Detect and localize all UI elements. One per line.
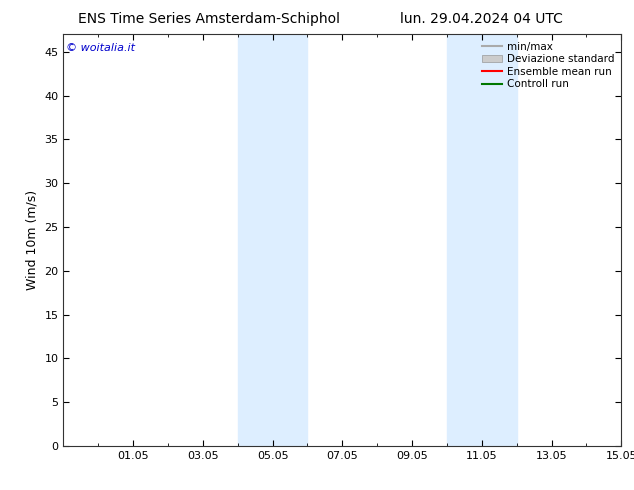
Legend: min/max, Deviazione standard, Ensemble mean run, Controll run: min/max, Deviazione standard, Ensemble m…	[479, 40, 616, 92]
Text: lun. 29.04.2024 04 UTC: lun. 29.04.2024 04 UTC	[401, 12, 563, 26]
Bar	[238, 34, 307, 446]
Y-axis label: Wind 10m (m/s): Wind 10m (m/s)	[26, 190, 39, 290]
Text: © woitalia.it: © woitalia.it	[66, 43, 135, 52]
Text: ENS Time Series Amsterdam-Schiphol: ENS Time Series Amsterdam-Schiphol	[78, 12, 340, 26]
Bar	[447, 34, 517, 446]
